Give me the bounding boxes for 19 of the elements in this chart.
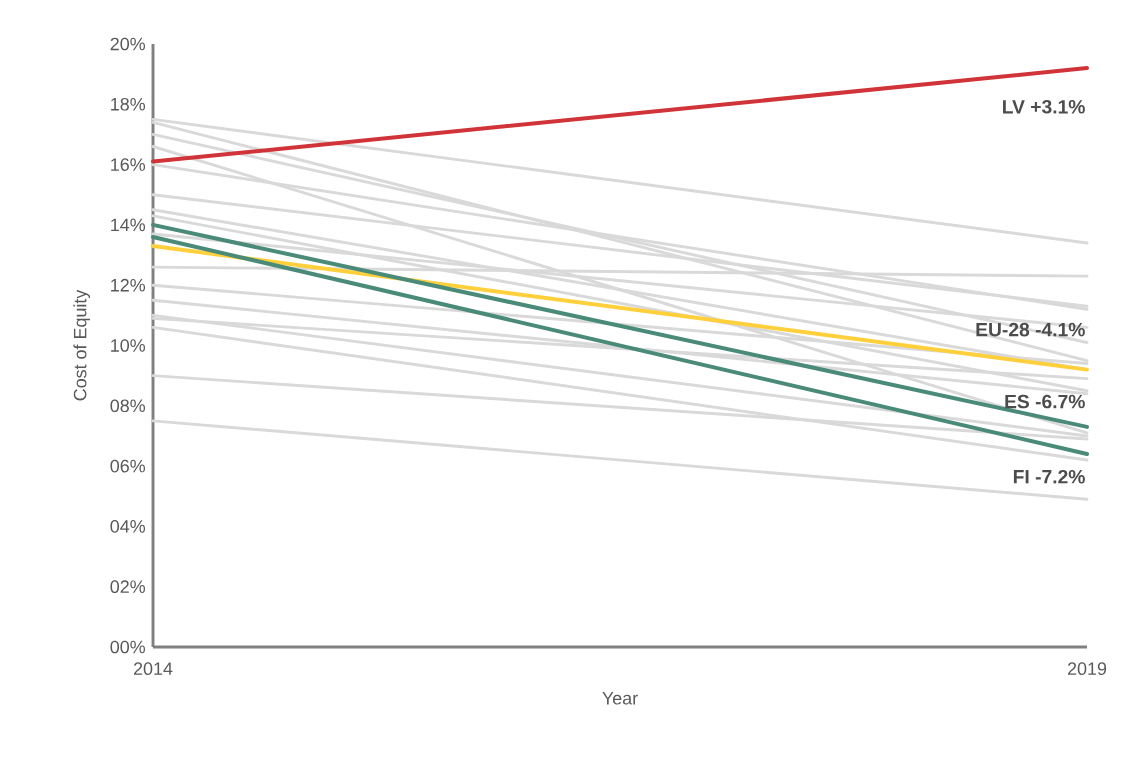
y-tick-label: 12% xyxy=(111,278,146,292)
x-tick-label: 2019 xyxy=(1067,662,1107,675)
y-tick-label: 02% xyxy=(110,580,146,594)
y-tick-label: 08% xyxy=(110,399,146,413)
y-tick-label: 06% xyxy=(110,459,146,473)
y-tick-label: 16% xyxy=(111,158,146,171)
y-tick-label: 04% xyxy=(110,520,146,533)
x-axis-title: Year xyxy=(602,692,638,705)
series-label: LV +3.1% xyxy=(1003,99,1085,114)
x-tick-label: 2014 xyxy=(133,662,173,675)
y-tick-label: 14% xyxy=(111,218,146,232)
series-label: FI -7.2% xyxy=(1013,469,1085,484)
y-tick-label: 18% xyxy=(111,97,146,111)
y-tick-label: 10% xyxy=(111,339,146,352)
y-axis-title: Cost of Equity xyxy=(73,289,91,401)
y-tick-label: 00% xyxy=(110,640,146,654)
series-label: EU-28 -4.1% xyxy=(976,322,1085,337)
y-tick-label: 20% xyxy=(110,37,146,51)
series-label: ES -6.7% xyxy=(1005,394,1085,409)
